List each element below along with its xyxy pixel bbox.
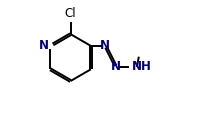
Text: N: N [100,39,110,52]
Text: Cl: Cl [65,7,76,20]
Text: NH: NH [132,60,152,73]
Text: N: N [39,39,49,52]
Text: N: N [110,60,121,73]
